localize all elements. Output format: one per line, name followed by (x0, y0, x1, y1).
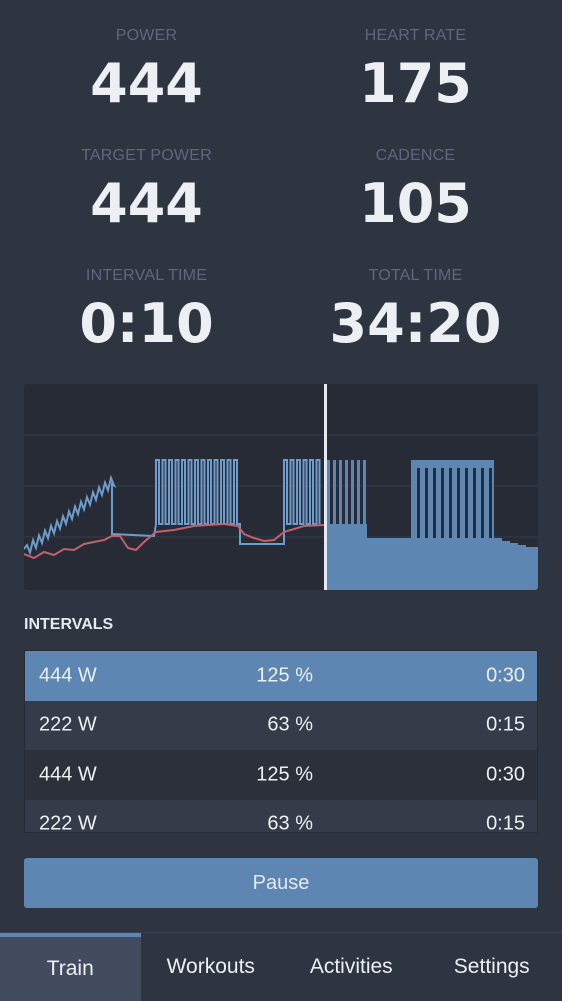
heart-rate-label: HEART RATE (275, 26, 556, 46)
intervals-list[interactable]: 444 W 125 % 0:30 222 W 63 % 0:15 444 W 1… (24, 650, 538, 833)
planned-power-area (327, 460, 538, 590)
tab-train[interactable]: Train (0, 933, 141, 1001)
target-power-value: 444 (6, 174, 287, 234)
planned-interval-gap (433, 468, 436, 538)
total-time-value: 34:20 (275, 294, 556, 354)
cadence-label: CADENCE (275, 146, 556, 166)
interval-row[interactable]: 222 W 63 % 0:15 (25, 800, 537, 834)
total-time-label: TOTAL TIME (275, 266, 556, 286)
interval-duration: 0:15 (486, 813, 525, 833)
heart-rate-value: 175 (275, 54, 556, 114)
interval-row[interactable]: 444 W 125 % 0:30 (25, 750, 537, 800)
power-value: 444 (6, 54, 287, 114)
heart-rate-line (24, 524, 324, 558)
planned-interval-gap (465, 468, 468, 538)
interval-watts: 444 W (39, 664, 97, 687)
interval-row[interactable]: 444 W 125 % 0:30 (25, 651, 537, 701)
interval-percent: 125 % (256, 763, 313, 786)
planned-interval-gap (489, 468, 492, 538)
progress-cursor (324, 384, 327, 590)
workout-chart (24, 384, 538, 590)
planned-interval-gap (481, 468, 484, 538)
power-label: POWER (6, 26, 287, 46)
planned-interval-gap (473, 468, 476, 538)
planned-interval-spike (327, 460, 330, 524)
planned-interval-gap (417, 468, 420, 538)
power-metric: POWER 444 (6, 26, 287, 114)
total-time-metric: TOTAL TIME 34:20 (275, 266, 556, 354)
planned-interval-spike (345, 460, 348, 524)
interval-time-metric: INTERVAL TIME 0:10 (6, 266, 287, 354)
pause-button[interactable]: Pause (24, 858, 538, 908)
tab-workouts[interactable]: Workouts (141, 933, 282, 1001)
planned-interval-gap (441, 468, 444, 538)
cadence-metric: CADENCE 105 (275, 146, 556, 234)
target-power-label: TARGET POWER (6, 146, 287, 166)
interval-percent: 125 % (256, 664, 313, 687)
intervals-title: INTERVALS (24, 616, 113, 634)
interval-row[interactable]: 222 W 63 % 0:15 (25, 701, 537, 751)
interval-percent: 63 % (267, 813, 313, 833)
target-power-metric: TARGET POWER 444 (6, 146, 287, 234)
tab-activities[interactable]: Activities (281, 933, 422, 1001)
interval-duration: 0:30 (486, 664, 525, 687)
planned-interval-spike (357, 460, 360, 524)
planned-interval-spike (351, 460, 354, 524)
tab-settings[interactable]: Settings (422, 933, 562, 1001)
heart-rate-metric: HEART RATE 175 (275, 26, 556, 114)
planned-interval-gap (425, 468, 428, 538)
workout-chart-svg (24, 384, 538, 590)
interval-duration: 0:30 (486, 763, 525, 786)
planned-interval-spike (333, 460, 336, 524)
interval-time-value: 0:10 (6, 294, 287, 354)
interval-percent: 63 % (267, 714, 313, 737)
interval-watts: 222 W (39, 714, 97, 737)
planned-interval-gap (457, 468, 460, 538)
interval-watts: 222 W (39, 813, 97, 833)
planned-interval-gap (449, 468, 452, 538)
interval-time-label: INTERVAL TIME (6, 266, 287, 286)
bottom-tab-bar: Train Workouts Activities Settings (0, 932, 562, 1000)
planned-interval-spike (339, 460, 342, 524)
planned-interval-spike (363, 460, 366, 524)
cadence-value: 105 (275, 174, 556, 234)
interval-duration: 0:15 (486, 714, 525, 737)
interval-watts: 444 W (39, 763, 97, 786)
